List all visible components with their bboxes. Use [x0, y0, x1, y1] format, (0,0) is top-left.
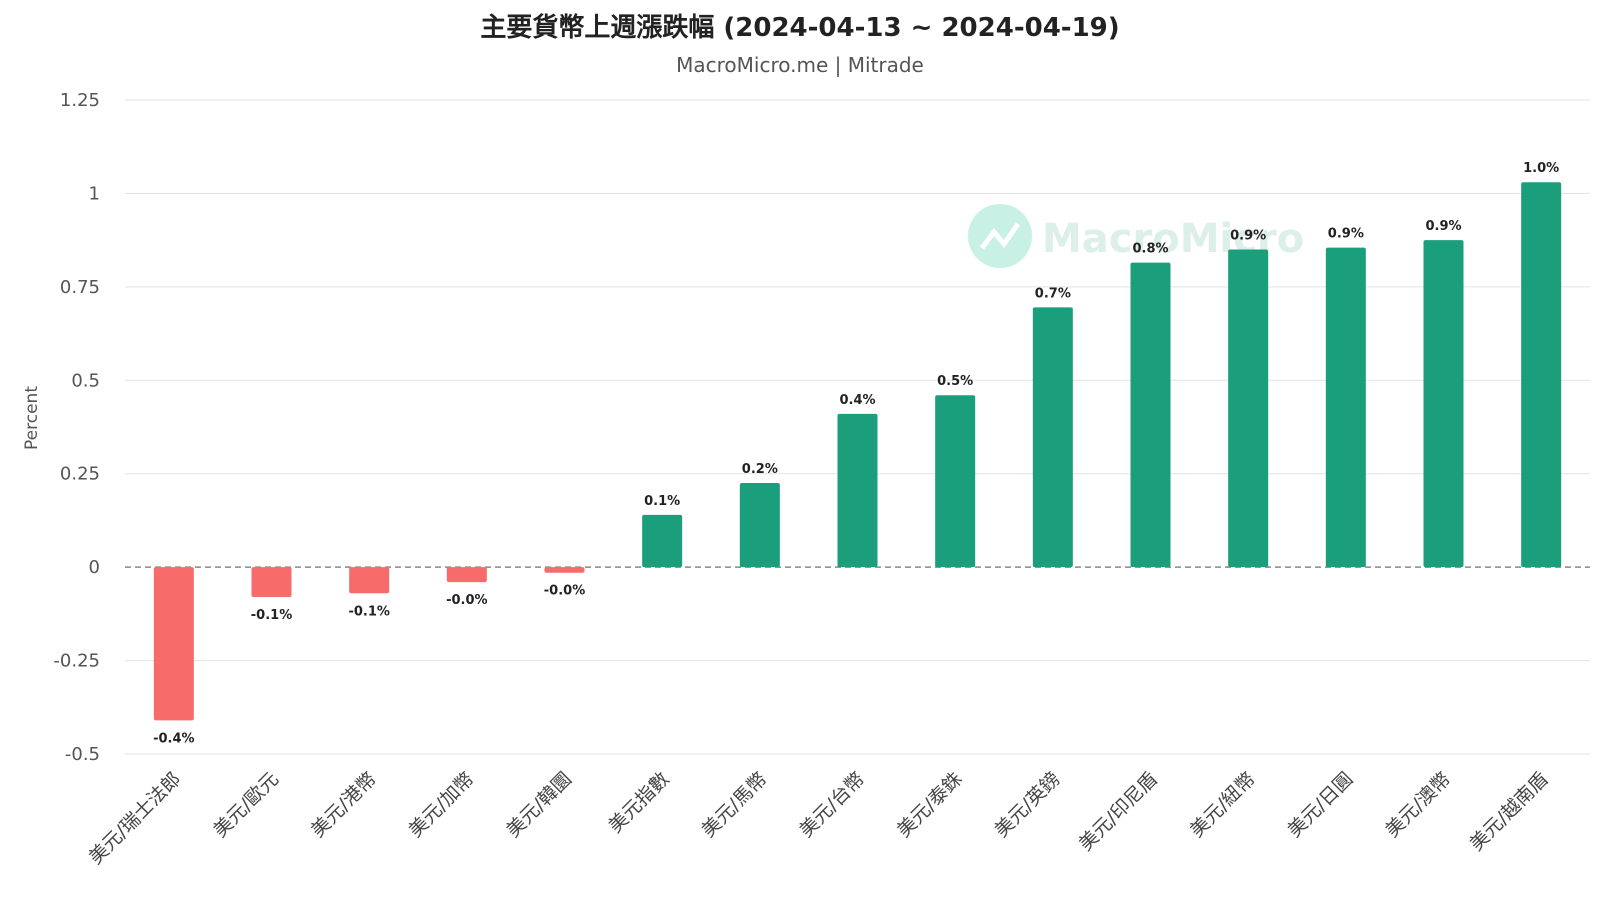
grid: 1.25 1 0.75 0.5 0.25 0 -0.25 -0.5	[53, 90, 1590, 765]
data-label: 0.8%	[1132, 242, 1168, 257]
bar[interactable]	[1423, 240, 1464, 568]
x-tick-label: 美元/歐元	[209, 768, 283, 842]
bar[interactable]	[837, 413, 878, 568]
x-tick-label: 美元/加幣	[405, 768, 479, 842]
data-label: 0.1%	[644, 494, 680, 509]
bar[interactable]	[153, 567, 194, 721]
bar[interactable]	[935, 395, 976, 568]
x-tick-label: 美元/台幣	[795, 768, 869, 842]
data-label: -0.0%	[446, 593, 487, 608]
data-label: 0.9%	[1230, 228, 1266, 243]
data-label: -0.4%	[153, 731, 194, 746]
data-label: 1.0%	[1523, 161, 1559, 176]
data-label: 0.7%	[1035, 286, 1071, 301]
x-axis: 美元/瑞士法郎 美元/歐元 美元/港幣 美元/加幣 美元/韓圜 美元指數 美元/馬幣 美元/台…	[85, 768, 1553, 869]
x-tick-label: 美元/韓圜	[502, 768, 576, 842]
y-axis-title: Percent	[22, 386, 42, 450]
bars	[153, 182, 1562, 721]
bar[interactable]	[1228, 249, 1269, 568]
y-tick-label: 0.75	[60, 277, 100, 298]
data-label: -0.1%	[348, 604, 389, 619]
bar[interactable]	[1325, 247, 1366, 568]
x-tick-label: 美元/印尼盾	[1075, 768, 1162, 855]
bar[interactable]	[544, 567, 585, 573]
bar[interactable]	[251, 567, 292, 598]
x-tick-label: 美元/日圓	[1284, 768, 1358, 842]
bar[interactable]	[739, 483, 780, 568]
data-labels: -0.4% -0.1% -0.1% -0.0% -0.0% 0.1% 0.2% 0.4% 0.5…	[153, 161, 1559, 746]
y-tick-label: 1.25	[60, 90, 100, 111]
x-tick-label: 美元指數	[604, 768, 673, 837]
bar[interactable]	[642, 514, 683, 568]
bar[interactable]	[1521, 182, 1562, 568]
watermark-logo-mark	[980, 222, 1021, 250]
x-tick-label: 美元/越南盾	[1465, 768, 1552, 855]
x-tick-label: 美元/港幣	[307, 768, 381, 842]
chart-subtitle: MacroMicro.me | Mitrade	[676, 53, 924, 77]
x-tick-label: 美元/馬幣	[698, 768, 772, 842]
x-tick-label: 美元/瑞士法郎	[85, 768, 186, 869]
data-label: 0.9%	[1328, 227, 1364, 242]
data-label: -0.1%	[251, 608, 292, 623]
bar[interactable]	[349, 567, 390, 594]
data-label: 0.4%	[839, 393, 875, 408]
chart-title: 主要貨幣上週漲跌幅 (2024-04-13 ~ 2024-04-19)	[480, 12, 1119, 43]
y-tick-label: 1	[89, 183, 100, 204]
data-label: 0.9%	[1425, 219, 1461, 234]
bar[interactable]	[1130, 262, 1171, 568]
x-tick-label: 美元/澳幣	[1381, 768, 1455, 842]
y-tick-label: -0.5	[65, 744, 100, 765]
y-tick-label: 0.5	[71, 370, 100, 391]
y-tick-label: -0.25	[53, 651, 100, 672]
y-tick-label: 0	[89, 557, 100, 578]
x-tick-label: 美元/紐幣	[1186, 768, 1260, 842]
data-label: 0.5%	[937, 374, 973, 389]
data-label: -0.0%	[544, 584, 585, 599]
x-tick-label: 美元/英鎊	[991, 768, 1065, 842]
x-tick-label: 美元/泰銖	[893, 768, 967, 842]
data-label: 0.2%	[742, 462, 778, 477]
bar[interactable]	[1032, 307, 1073, 568]
y-tick-label: 0.25	[60, 464, 100, 485]
bar[interactable]	[446, 567, 487, 583]
